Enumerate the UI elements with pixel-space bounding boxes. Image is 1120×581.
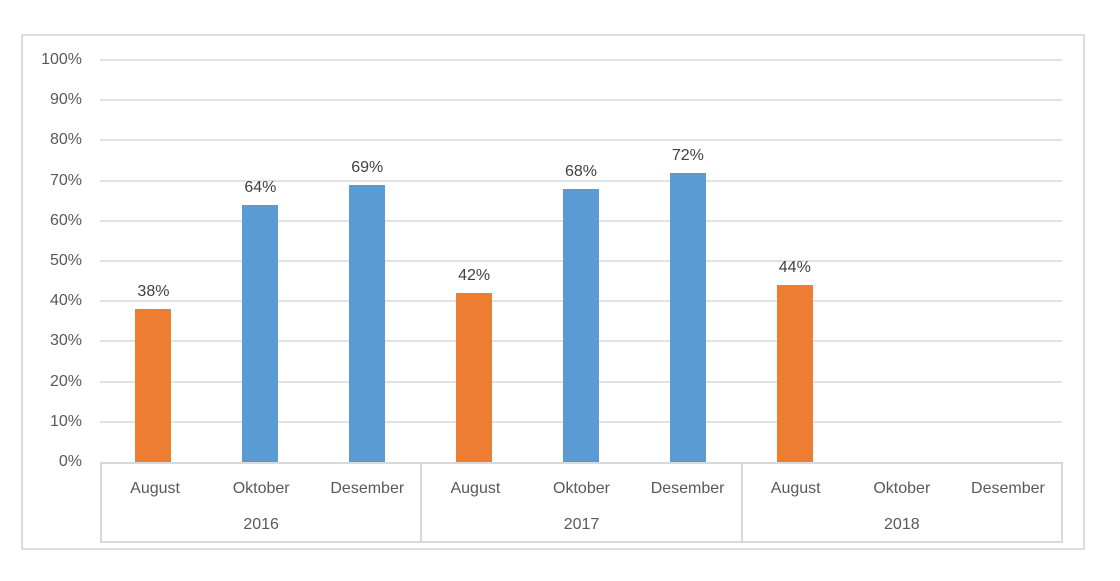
bar-slot-2017-desember: 72% — [634, 60, 741, 462]
y-axis-tick-20pct: 20% — [49, 372, 82, 390]
month-label-2016-oktober: Oktober — [232, 480, 290, 497]
y-axis: 0% 10% 20% 30% 40% 50% 60% 70% 80% 90% 100% — [0, 0, 82, 581]
month-label-2017-desember: Desember — [650, 480, 725, 497]
year-group-2016: August Oktober Desember 2016 — [100, 464, 420, 541]
month-label-2016-august: August — [130, 480, 180, 497]
y-axis-tick-10pct: 10% — [49, 412, 82, 430]
bar-2017-desember — [669, 172, 706, 462]
month-labels-row-2016: August Oktober Desember — [102, 464, 420, 514]
year-label-2017: 2017 — [563, 516, 600, 533]
month-labels-row-2017: August Oktober Desember — [422, 464, 740, 514]
bar-2018-august — [776, 285, 813, 462]
bar-slot-2017-august: 42% — [421, 60, 528, 462]
bar-slot-2016-august: 38% — [100, 60, 207, 462]
data-label-2017-august: 42% — [458, 267, 491, 285]
gridline-80pct — [100, 139, 1062, 142]
gridline-70pct — [100, 179, 1062, 182]
bar-slot-2018-august: 44% — [741, 60, 848, 462]
bar-2016-august — [135, 309, 172, 462]
gridline-90pct — [100, 99, 1062, 102]
y-axis-tick-70pct: 70% — [49, 171, 82, 189]
data-label-2016-desember: 69% — [351, 158, 384, 176]
month-label-2017-oktober: Oktober — [553, 480, 610, 497]
chart-border — [21, 34, 1085, 550]
bar-slot-2018-desember — [955, 60, 1062, 462]
y-axis-tick-90pct: 90% — [49, 91, 82, 109]
data-label-2017-desember: 72% — [671, 146, 704, 164]
data-label-2018-august: 44% — [778, 259, 811, 277]
y-axis-tick-40pct: 40% — [49, 292, 82, 310]
month-labels-row-2018: August Oktober Desember — [743, 464, 1061, 514]
gridline-100pct — [100, 59, 1062, 61]
bar-slot-2016-desember: 69% — [314, 60, 421, 462]
year-label-2016: 2016 — [243, 516, 279, 533]
bar-2017-august — [456, 293, 493, 462]
bar-series: 38% 64% 69% 42% 68% 72% 44% — [100, 60, 1062, 462]
bar-slot-2017-oktober: 68% — [528, 60, 635, 462]
bar-slot-2018-oktober — [848, 60, 955, 462]
month-label-2018-oktober: Oktober — [873, 480, 931, 497]
y-axis-tick-30pct: 30% — [49, 332, 82, 350]
year-label-2018: 2018 — [884, 516, 920, 533]
year-group-2017: August Oktober Desember 2017 — [420, 464, 740, 541]
bar-2016-desember — [349, 184, 386, 462]
y-axis-tick-50pct: 50% — [49, 252, 82, 269]
y-axis-tick-100pct: 100% — [41, 51, 82, 68]
y-axis-tick-80pct: 80% — [49, 131, 82, 149]
month-label-2017-august: August — [450, 480, 501, 497]
bar-slot-2016-oktober: 64% — [207, 60, 314, 462]
x-axis: August Oktober Desember 2016 August Oktober De… — [100, 462, 1063, 543]
data-label-2016-august: 38% — [137, 283, 170, 301]
y-axis-tick-0pct: 0% — [58, 453, 82, 470]
data-label-2017-oktober: 68% — [564, 162, 598, 180]
y-axis-tick-60pct: 60% — [49, 211, 82, 229]
data-label-2016-oktober: 64% — [244, 178, 277, 196]
month-label-2018-desember: Desember — [971, 480, 1045, 497]
month-label-2018-august: August — [770, 480, 821, 497]
bar-2016-oktober — [242, 204, 279, 462]
month-label-2016-desember: Desember — [330, 480, 405, 497]
bar-2017-oktober — [563, 188, 599, 462]
plot-area: 38% 64% 69% 42% 68% 72% 44% — [100, 59, 1062, 462]
year-group-2018: August Oktober Desember 2018 — [740, 464, 1063, 541]
